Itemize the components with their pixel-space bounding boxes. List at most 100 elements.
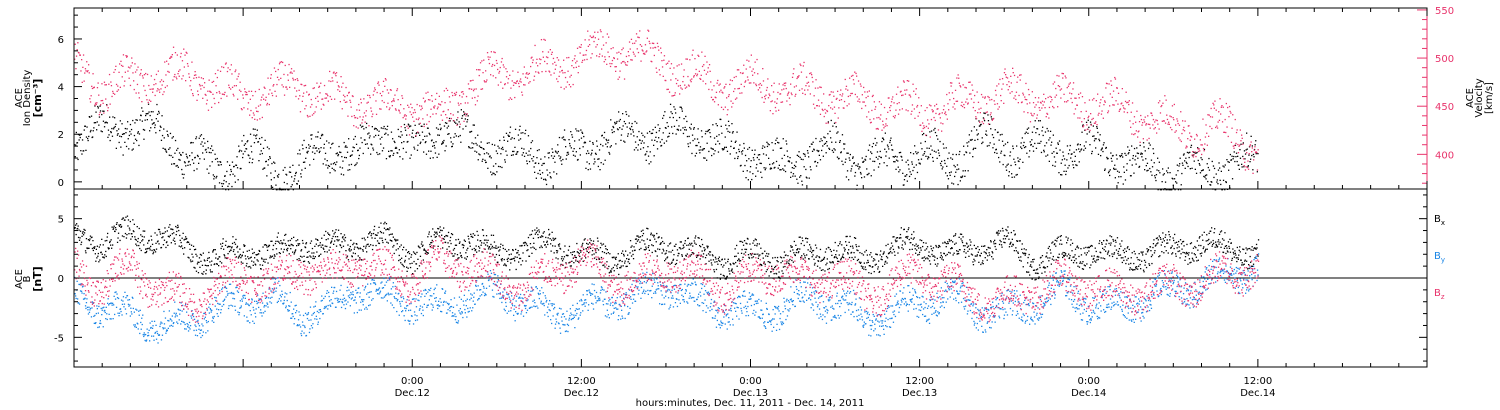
ion-density-point bbox=[102, 120, 105, 122]
velocity-point bbox=[1093, 97, 1095, 100]
bx-point bbox=[547, 243, 549, 246]
ion-density-point bbox=[780, 147, 783, 149]
ion-density-point bbox=[500, 153, 502, 155]
velocity-point bbox=[737, 88, 739, 90]
velocity-point bbox=[646, 37, 648, 39]
velocity-point bbox=[622, 47, 624, 49]
ion-density-point bbox=[890, 144, 893, 146]
velocity-point bbox=[565, 86, 567, 88]
velocity-point bbox=[1081, 121, 1083, 123]
velocity-point bbox=[743, 64, 745, 66]
velocity-point bbox=[654, 46, 657, 49]
velocity-point bbox=[943, 105, 945, 107]
velocity-point bbox=[106, 104, 108, 107]
velocity-point bbox=[1042, 104, 1044, 106]
velocity-point bbox=[1107, 110, 1110, 112]
velocity-point bbox=[702, 80, 704, 82]
velocity-point bbox=[1068, 83, 1070, 85]
ion-density-point bbox=[1008, 171, 1010, 173]
velocity-point bbox=[868, 111, 870, 113]
ion-density-point bbox=[271, 162, 273, 165]
bx-point bbox=[417, 245, 420, 247]
velocity-point bbox=[886, 125, 888, 127]
ion-density-point bbox=[325, 164, 327, 166]
velocity-point bbox=[1098, 105, 1101, 107]
ion-density-point bbox=[1101, 147, 1103, 149]
bx-point bbox=[535, 248, 537, 251]
ion-density-point bbox=[130, 133, 132, 135]
velocity-point bbox=[998, 83, 1000, 85]
ion-density-point bbox=[894, 155, 897, 157]
velocity-point bbox=[930, 118, 933, 121]
ion-density-point bbox=[529, 154, 531, 156]
bx-point bbox=[150, 235, 152, 237]
velocity-point bbox=[417, 131, 419, 133]
ion-density-point bbox=[1187, 165, 1189, 168]
ion-density-point bbox=[460, 141, 462, 143]
velocity-point bbox=[362, 116, 364, 118]
velocity-point bbox=[501, 57, 503, 60]
bx-point bbox=[477, 239, 479, 241]
bx-point bbox=[287, 240, 289, 242]
bx-point bbox=[528, 255, 531, 257]
velocity-point bbox=[816, 105, 818, 107]
velocity-point bbox=[112, 90, 114, 93]
ion-density-point bbox=[567, 153, 570, 155]
velocity-point bbox=[826, 109, 828, 112]
bx-point bbox=[394, 239, 396, 241]
bx-point bbox=[145, 251, 147, 254]
velocity-point bbox=[543, 38, 545, 41]
velocity-point bbox=[1160, 105, 1162, 108]
bx-point bbox=[212, 250, 214, 252]
velocity-point bbox=[344, 96, 346, 98]
bx-point bbox=[447, 242, 449, 244]
velocity-point bbox=[576, 60, 578, 62]
bx-point bbox=[198, 261, 200, 263]
velocity-point bbox=[869, 122, 872, 124]
bx-point bbox=[319, 244, 321, 246]
ion-density-point bbox=[1049, 137, 1051, 139]
ion-density-point bbox=[804, 153, 806, 155]
bx-point bbox=[488, 246, 491, 248]
velocity-point bbox=[577, 72, 579, 74]
ion-density-point bbox=[102, 110, 104, 112]
velocity-point bbox=[1152, 124, 1154, 126]
velocity-point bbox=[516, 80, 518, 82]
ion-density-point bbox=[942, 166, 944, 168]
velocity-point bbox=[311, 114, 314, 116]
ion-density-point bbox=[339, 151, 341, 153]
bx-point bbox=[425, 251, 427, 253]
velocity-point bbox=[322, 98, 324, 100]
velocity-point bbox=[833, 106, 836, 108]
bx-point bbox=[352, 252, 354, 254]
ion-density-point bbox=[133, 142, 135, 144]
velocity-point bbox=[1095, 100, 1097, 102]
bx-point bbox=[335, 229, 337, 231]
ion-density-point bbox=[660, 144, 663, 147]
ion-density-point bbox=[77, 158, 79, 161]
ion-density-point bbox=[1032, 145, 1034, 148]
velocity-point bbox=[1110, 80, 1112, 82]
velocity-point bbox=[1183, 130, 1186, 132]
velocity-point bbox=[303, 92, 305, 94]
ion-density-point bbox=[598, 158, 600, 160]
bx-point bbox=[114, 227, 117, 229]
bx-point bbox=[551, 239, 553, 241]
velocity-point bbox=[1217, 121, 1219, 123]
bx-point bbox=[320, 246, 322, 248]
velocity-point bbox=[958, 82, 960, 84]
velocity-point bbox=[87, 70, 89, 72]
velocity-point bbox=[871, 95, 874, 98]
ion-density-point bbox=[340, 151, 342, 154]
velocity-point bbox=[541, 71, 543, 73]
ion-density-point bbox=[678, 116, 681, 119]
bx-point bbox=[242, 262, 244, 264]
bx-point bbox=[376, 240, 379, 242]
bx-point bbox=[388, 234, 390, 236]
velocity-point bbox=[568, 84, 570, 86]
ion-density-point bbox=[1065, 170, 1067, 172]
ion-density-point bbox=[752, 157, 755, 159]
ion-density-point bbox=[1038, 120, 1040, 122]
ion-density-point bbox=[886, 144, 889, 146]
bx-point bbox=[480, 240, 482, 242]
